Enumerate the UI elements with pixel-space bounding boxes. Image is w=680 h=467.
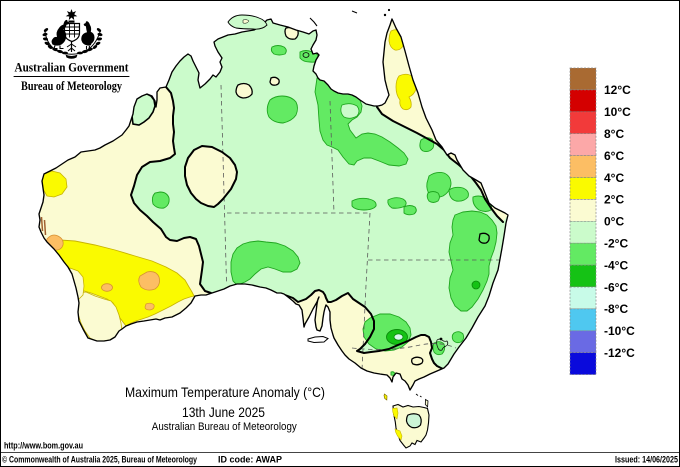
svg-text:12°C: 12°C <box>604 83 631 97</box>
svg-text:0°C: 0°C <box>604 215 624 229</box>
svg-text:-2°C: -2°C <box>604 237 628 251</box>
svg-text:4°C: 4°C <box>604 171 624 185</box>
svg-text:ID code: AWAP: ID code: AWAP <box>218 455 283 466</box>
svg-text:-8°C: -8°C <box>604 302 628 316</box>
svg-text:Maximum Temperature Anomaly (°: Maximum Temperature Anomaly (°C) <box>125 384 325 400</box>
svg-text:http://www.bom.gov.au: http://www.bom.gov.au <box>4 441 83 452</box>
svg-text:Issued: 14/06/2025: Issued: 14/06/2025 <box>615 455 679 466</box>
svg-text:-6°C: -6°C <box>604 280 628 294</box>
svg-text:8°C: 8°C <box>604 127 624 141</box>
svg-text:13th June 2025: 13th June 2025 <box>182 404 265 420</box>
svg-text:2°C: 2°C <box>604 193 624 207</box>
svg-text:Australian Government: Australian Government <box>15 61 130 75</box>
svg-text:Australian Bureau of Meteorolo: Australian Bureau of Meteorology <box>152 421 297 433</box>
svg-text:-12°C: -12°C <box>604 346 635 360</box>
svg-text:-4°C: -4°C <box>604 258 628 272</box>
svg-text:© Commonwealth of Australia 20: © Commonwealth of Australia 2025, Bureau… <box>2 455 198 466</box>
svg-text:6°C: 6°C <box>604 149 624 163</box>
svg-text:Bureau of Meteorology: Bureau of Meteorology <box>21 78 122 93</box>
svg-text:-10°C: -10°C <box>604 324 635 338</box>
svg-text:10°C: 10°C <box>604 105 631 119</box>
